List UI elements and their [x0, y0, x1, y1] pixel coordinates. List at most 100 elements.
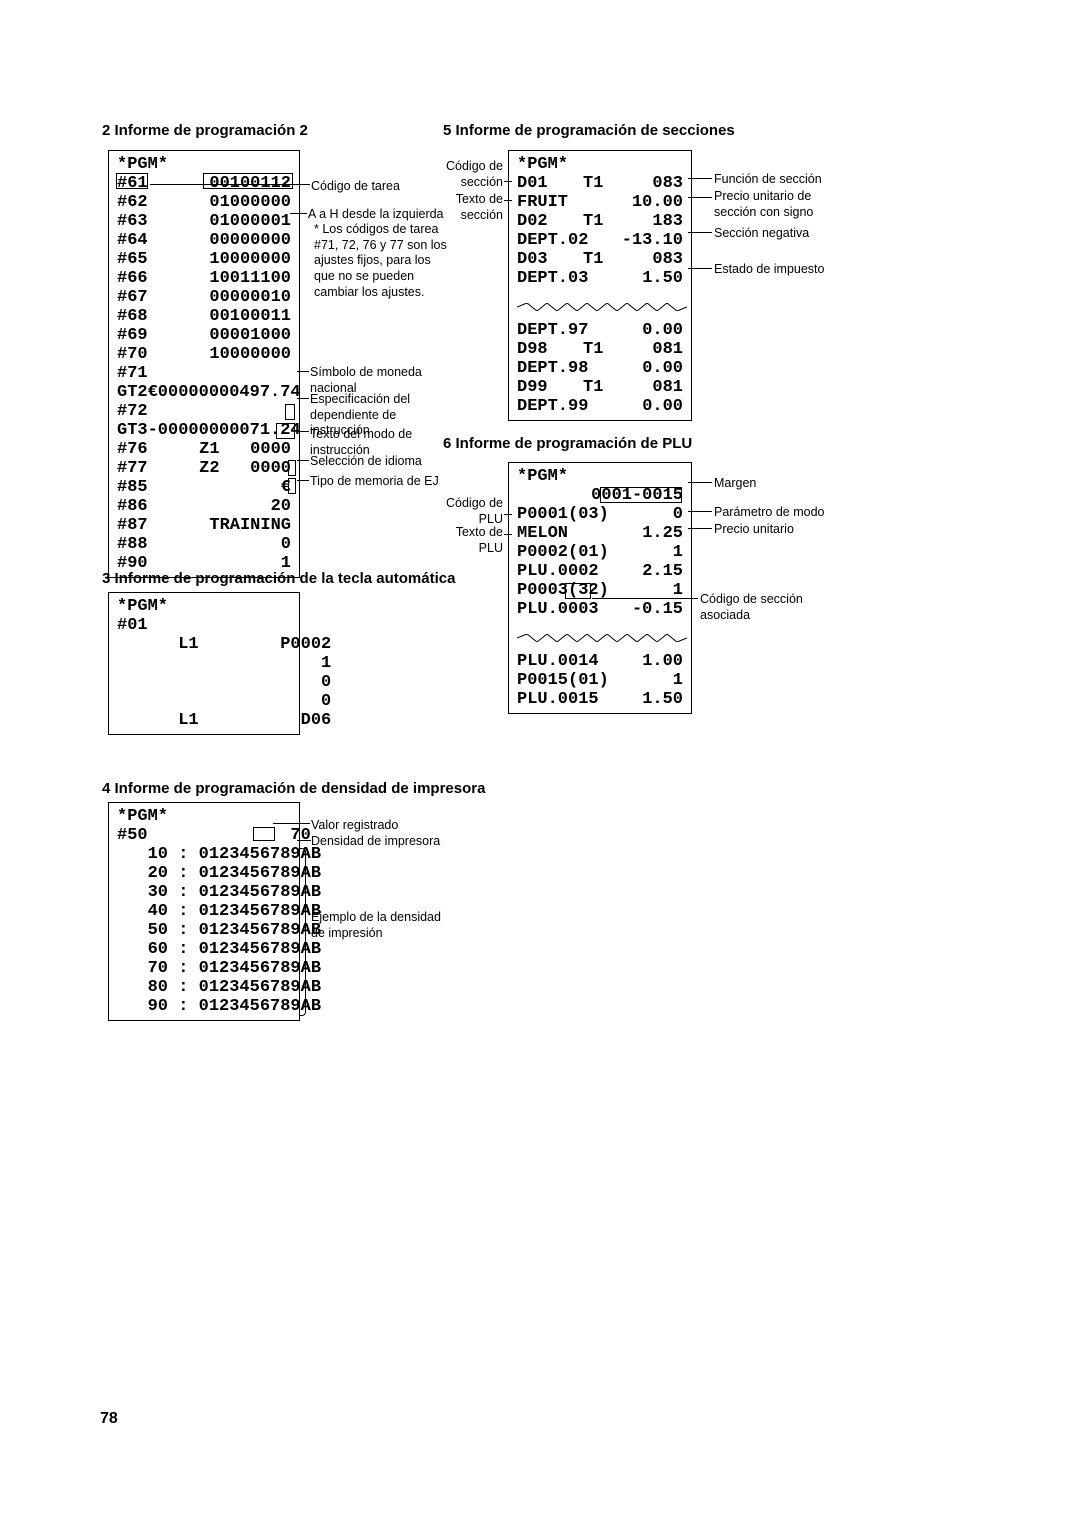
rcpt5-row-c1: DEPT.02	[517, 231, 583, 250]
rcpt2-row-value: 00000000	[209, 231, 291, 250]
leader-15	[688, 268, 712, 269]
rcpt2-row: #71	[117, 364, 291, 383]
rcpt6-header: *PGM*	[517, 467, 683, 486]
ann-valor: Valor registrado	[311, 818, 398, 834]
rcpt4-row: 40 : 0123456789AB	[117, 902, 291, 921]
rcpt5-header-text: *PGM*	[517, 155, 568, 174]
rcpt2-row: #7010000000	[117, 345, 291, 364]
leader-18	[688, 482, 712, 483]
ann-densidad: Densidad de impresora	[311, 834, 440, 850]
rcpt5-row-c3: 083	[611, 250, 683, 269]
rcpt5-row-c1: FRUIT	[517, 193, 583, 212]
ann-ejemplo: Ejemplo de la densidad de impresión	[311, 910, 451, 941]
box-0	[288, 460, 296, 476]
rcpt2-row: #6800100011	[117, 307, 291, 326]
rcpt6-row-c3: 1.25	[642, 524, 683, 543]
ann-precio-unit: Precio unitario de sección con signo	[714, 189, 834, 220]
section-6-title: 6 Informe de programación de PLU	[443, 435, 692, 452]
rcpt6-row-c3: 0	[673, 505, 683, 524]
rcpt2-row-label: #71	[117, 364, 148, 383]
rcpt2-row: #880	[117, 535, 291, 554]
rcpt6-header-text: *PGM*	[517, 467, 568, 486]
rcpt5-row-c1: DEPT.98	[517, 359, 583, 378]
rcpt2-row: #6400000000	[117, 231, 291, 250]
leader-11	[504, 200, 512, 201]
rcpt5-row-c2: T1	[583, 212, 611, 231]
box-20	[276, 423, 295, 439]
rcpt4-row: 90 : 0123456789AB	[117, 997, 291, 1016]
rcpt2-row: GT3-00000000071.24	[117, 421, 291, 440]
ann-codigo-seccion: Código de sección	[441, 159, 503, 190]
rcpt5-row-c3: -13.10	[611, 231, 683, 250]
ann-tipoej: Tipo de memoria de EJ	[310, 474, 439, 490]
rcpt2-row-value: €00000000497.74	[148, 383, 301, 402]
rcpt5-row: D01T1083	[517, 174, 683, 193]
rcpt2-row-label: GT2	[117, 383, 148, 402]
box-val61	[203, 173, 293, 189]
leader-6	[297, 460, 309, 461]
rcpt4-row: 30 : 0123456789AB	[117, 883, 291, 902]
zigzag-divider-2	[517, 634, 687, 642]
rcpt2-row: #6900001000	[117, 326, 291, 345]
rcpt2-row: #87TRAINING	[117, 516, 291, 535]
box-euro	[285, 404, 295, 420]
rcpt3-row: 0	[117, 692, 291, 711]
rcpt2-row: #6510000000	[117, 250, 291, 269]
rcpt2-row-value: 00001000	[209, 326, 291, 345]
section-5-title: 5 Informe de programación de secciones	[443, 122, 735, 139]
box-range	[600, 487, 682, 503]
rcpt4-row: 50 : 0123456789AB	[117, 921, 291, 940]
ann-codigo-tarea: Código de tarea	[311, 179, 400, 195]
rcpt5-row-c3: 1.50	[611, 269, 683, 288]
rcpt2-row: #72	[117, 402, 291, 421]
rcpt2-row: #6700000010	[117, 288, 291, 307]
rcpt5-row-c2: T1	[583, 174, 611, 193]
rcpt6-row-c1: P0015(01)	[517, 671, 609, 690]
rcpt2-row-value: 10000000	[209, 250, 291, 269]
box-32	[565, 583, 591, 599]
rcpt5-row: DEPT.02 -13.10	[517, 231, 683, 250]
box-61	[116, 173, 148, 189]
rcpt2-row-label: #76	[117, 440, 148, 459]
rcpt2-row-value: Z1 0000	[199, 440, 291, 459]
rcpt4-row: 80 : 0123456789AB	[117, 978, 291, 997]
rcpt3-row: #01	[117, 616, 291, 635]
rcpt4-row: *PGM*	[117, 807, 291, 826]
rcpt5-row-c1: D02	[517, 212, 583, 231]
rcpt5-row-c1: DEPT.03	[517, 269, 583, 288]
rcpt5-row-c3: 0.00	[611, 397, 683, 416]
page: 2 Informe de programación 2 *PGM* #61001…	[0, 0, 1080, 1528]
rcpt3-row: L1 D06	[117, 711, 291, 730]
rcpt5-row: DEPT.990.00	[517, 397, 683, 416]
rcpt2-row-value: 01000001	[209, 212, 291, 231]
rcpt2-row: #6201000000	[117, 193, 291, 212]
ann-seleccion: Selección de idioma	[310, 454, 422, 470]
rcpt2-row: #8620	[117, 497, 291, 516]
leader-17	[504, 534, 512, 535]
rcpt2-row: #6610011100	[117, 269, 291, 288]
rcpt5-row-c3: 083	[611, 174, 683, 193]
receipt-5: *PGM* D01T1083FRUIT10.00D02T1183DEPT.02-…	[508, 150, 692, 421]
rcpt6-row: P0015(01) 1	[517, 671, 683, 690]
rcpt2-row-value: 10000000	[209, 345, 291, 364]
ann-estado-imp: Estado de impuesto	[714, 262, 825, 278]
rcpt6-row-c3: 1	[673, 671, 683, 690]
rcpt5-row-c3: 0.00	[611, 321, 683, 340]
ann-param-modo: Parámetro de modo	[714, 505, 824, 521]
rcpt2-row-label: GT3	[117, 421, 148, 440]
ann-texto-seccion: Texto de sección	[441, 192, 503, 223]
rcpt3-row: L1 P0002	[117, 635, 291, 654]
rcpt2-row-value: 00100011	[209, 307, 291, 326]
rcpt2-row-label: #62	[117, 193, 148, 212]
leader-14	[688, 232, 712, 233]
rcpt2-header: *PGM*	[117, 155, 291, 174]
rcpt5-row: D98T1081	[517, 340, 683, 359]
rcpt5-row-c1: D01	[517, 174, 583, 193]
rcpt5-row-c1: D98	[517, 340, 583, 359]
rcpt2-row-value: 10011100	[209, 269, 291, 288]
leader-2	[290, 213, 307, 214]
rcpt2-row-label: #86	[117, 497, 148, 516]
rcpt5-row-c3: 081	[611, 378, 683, 397]
rcpt5-row: D02T1183	[517, 212, 683, 231]
rcpt6-row: PLU.00151.50	[517, 690, 683, 709]
